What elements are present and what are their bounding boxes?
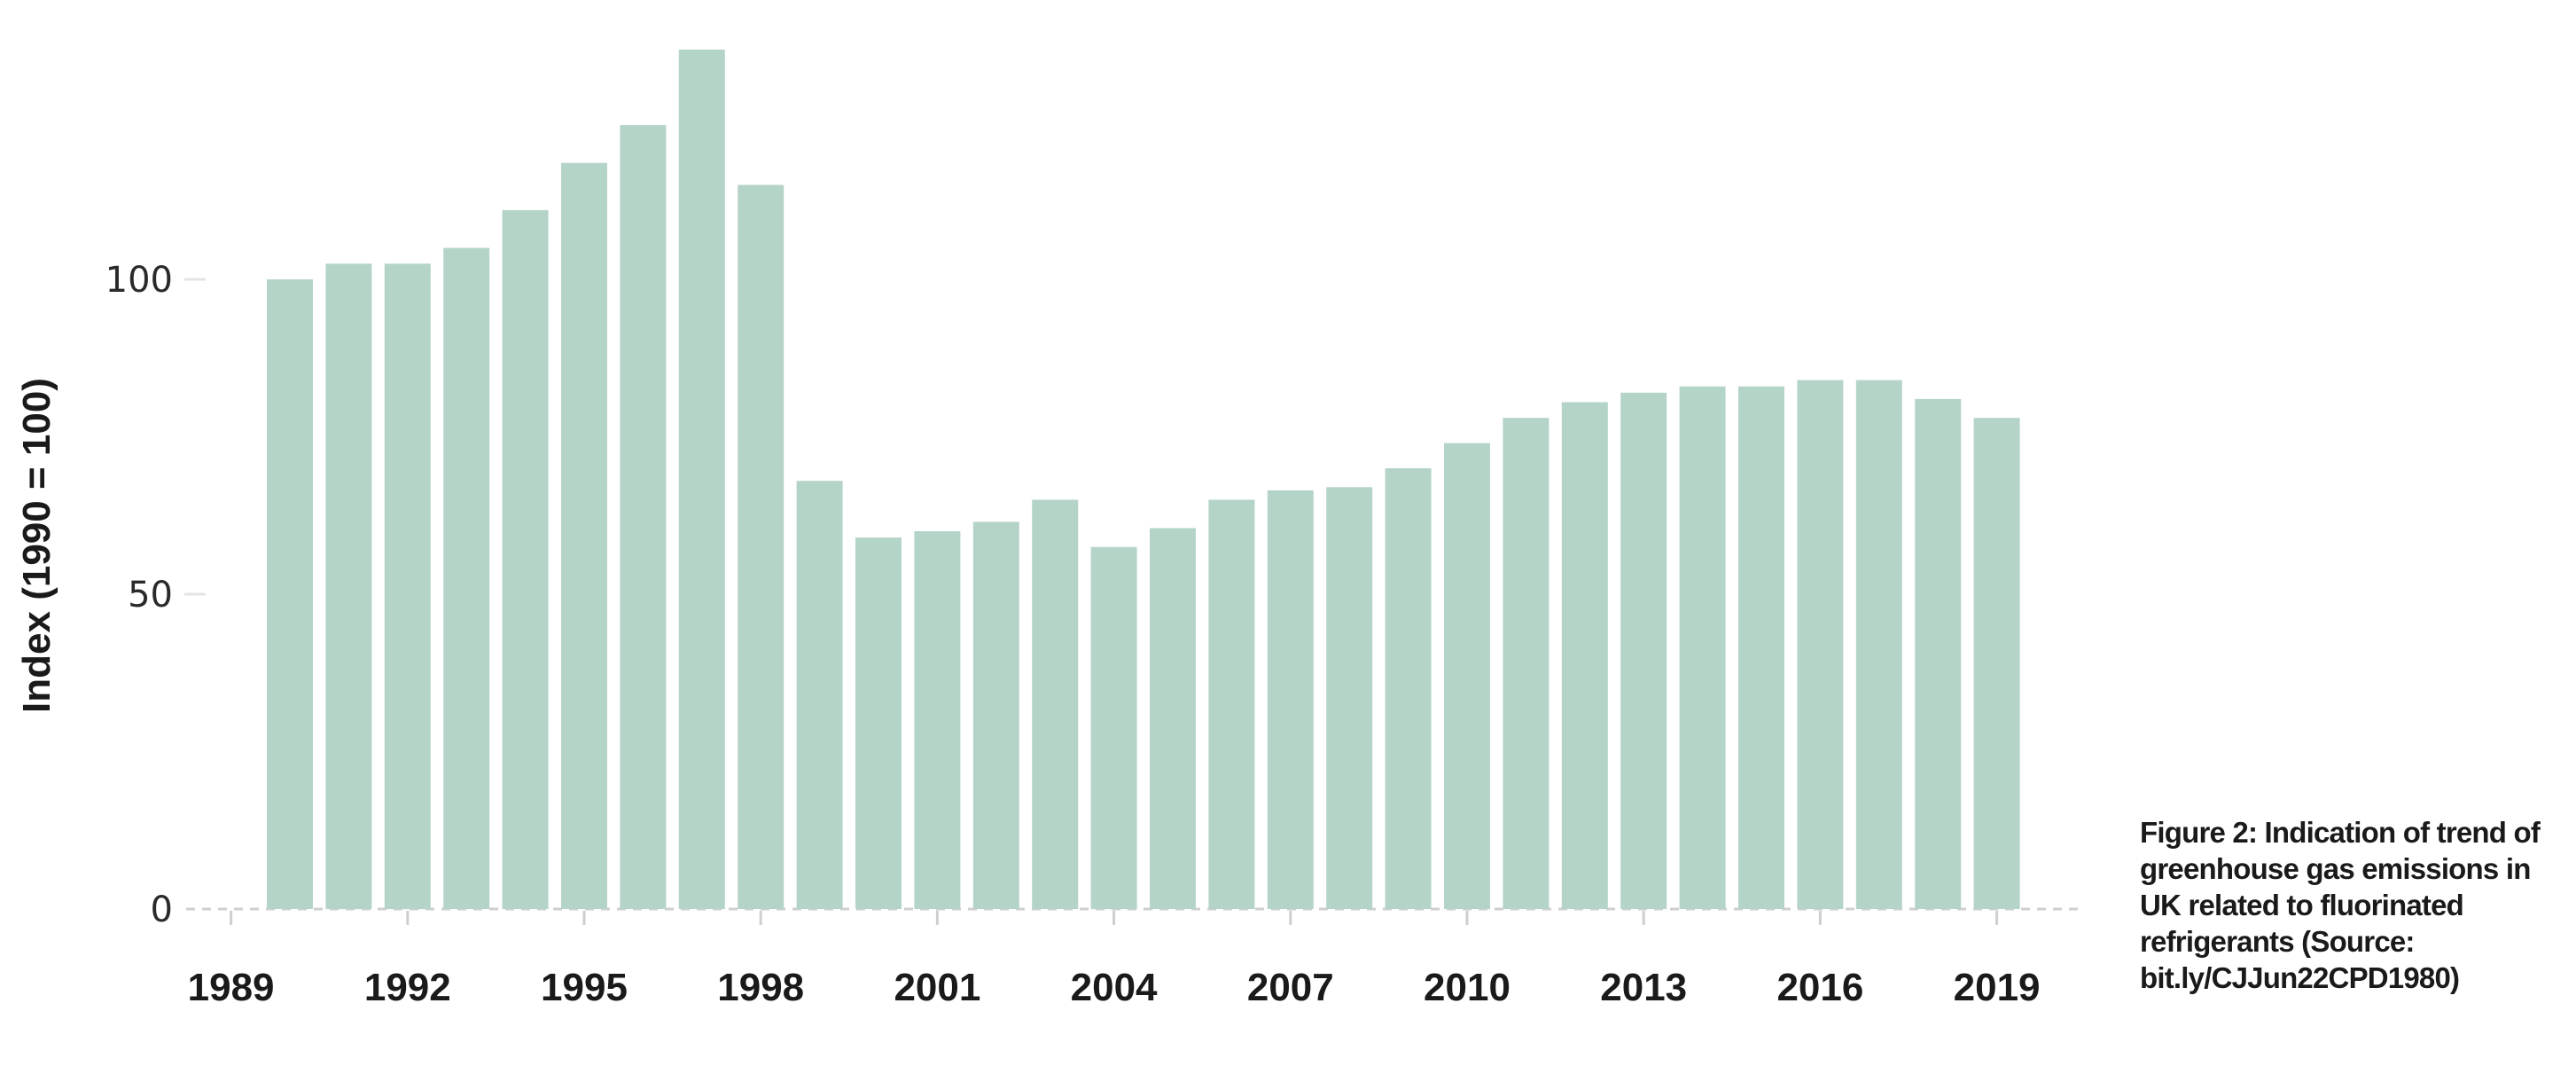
bars [267,49,2020,910]
bar-1994 [502,209,549,909]
bar-2006 [1208,499,1255,909]
bar-2017 [1855,380,1902,910]
y-tick-label: 0 [151,890,173,930]
x-tick-label: 1998 [717,966,804,1009]
bar-2009 [1385,468,1432,909]
bar-2003 [1032,499,1079,909]
y-axis-ticks: 0 50 100 [105,260,206,930]
bar-2008 [1326,487,1373,909]
x-tick-label: 2019 [1954,966,2041,1009]
bar-1991 [325,263,372,910]
bar-2018 [1915,398,1962,909]
x-tick-label: 1992 [364,966,451,1009]
y-tick-label: 100 [105,260,173,301]
bar-1999 [796,481,843,909]
bar-1997 [678,49,725,909]
bar-1995 [561,162,607,909]
bar-2010 [1444,443,1490,910]
bar-1992 [384,263,431,910]
bar-2011 [1503,418,1550,909]
bar-2005 [1150,528,1196,909]
bar-2001 [914,531,961,909]
bar-2000 [855,537,902,909]
figure-caption: Figure 2: Indication of trend of greenho… [2140,816,2541,994]
x-tick-label: 2007 [1247,966,1334,1009]
x-tick-label: 1995 [541,966,628,1009]
x-tick-label: 2001 [894,966,980,1009]
x-tick-label: 2004 [1071,966,1158,1009]
bar-2002 [972,521,1019,909]
bar-1990 [267,279,313,909]
bar-2016 [1797,380,1844,910]
bar-2013 [1620,392,1667,909]
bar-1996 [620,125,667,910]
bar-2004 [1090,546,1137,910]
bar-2007 [1267,490,1314,909]
bar-2015 [1738,386,1784,909]
x-tick-label: 1989 [188,966,275,1009]
x-tick-label: 2016 [1776,966,1863,1009]
bar-2014 [1679,386,1726,909]
x-tick-label: 2013 [1600,966,1687,1009]
bar-2012 [1561,402,1608,909]
bar-2019 [1973,418,2020,909]
y-tick-label: 50 [128,575,173,615]
bar-1993 [443,247,490,909]
bar-1998 [738,184,785,909]
x-tick-label: 2010 [1424,966,1510,1009]
x-axis-ticks: 1989 1992 1995 1998 2001 2004 2007 2010 2013 2016… [188,911,2041,1009]
y-axis-label: Index (1990 = 100) [15,378,59,713]
